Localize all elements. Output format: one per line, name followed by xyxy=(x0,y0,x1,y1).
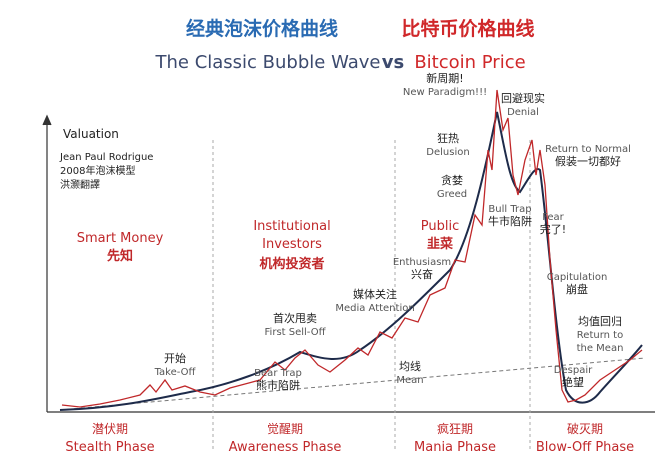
annotation: 兴奋 xyxy=(411,267,433,281)
annotation: Fear xyxy=(542,212,564,223)
investor-cn: 机构投资者 xyxy=(259,256,324,272)
annotation: 媒体关注 xyxy=(353,287,397,301)
investor-en: Institutional xyxy=(253,219,330,234)
phase-cn: 觉醒期 xyxy=(267,422,303,436)
annotation: 首次甩卖 xyxy=(273,311,317,325)
axis-label: Valuation xyxy=(63,127,119,141)
phase-dividers xyxy=(212,140,531,450)
phase-cn: 破灭期 xyxy=(567,421,603,436)
annotation: 狂热 xyxy=(437,132,459,145)
annotation: the Mean xyxy=(577,343,624,354)
annotation: 回避现实 xyxy=(501,91,545,105)
phase-en: Awareness Phase xyxy=(229,440,342,455)
credit: 2008年泡沫模型 xyxy=(60,164,135,177)
phase-en: Stealth Phase xyxy=(65,440,154,455)
investor-cn: 韭菜 xyxy=(427,236,453,252)
annotation: 崩盘 xyxy=(566,282,588,296)
annotation: 新周期! xyxy=(426,71,463,85)
investor-en: Investors xyxy=(262,237,322,252)
annotation: Greed xyxy=(437,189,467,200)
annotation: Bull Trap xyxy=(488,204,531,215)
annotation: 完了! xyxy=(540,222,566,236)
annotation: 熊市陷阱 xyxy=(256,378,300,392)
investor-en: Smart Money xyxy=(77,231,164,246)
phase-cn: 疯狂期 xyxy=(437,421,473,436)
credit: Jean Paul Rodrigue xyxy=(59,152,153,163)
annotation: Enthusiasm xyxy=(393,257,451,268)
investor-en: Public xyxy=(421,219,459,234)
annotation: Bear Trap xyxy=(254,368,302,379)
investor-cn: 先知 xyxy=(107,248,133,264)
title-cn-right: 比特币价格曲线 xyxy=(401,17,534,40)
annotation: First Sell-Off xyxy=(265,327,327,338)
annotation: 假装一切都好 xyxy=(555,154,621,168)
annotation: Return to xyxy=(577,330,623,341)
annotation: Capitulation xyxy=(547,272,608,283)
annotation: 贪婪 xyxy=(441,173,463,187)
annotation: 均线 xyxy=(399,359,421,373)
credit: 洪灏翻譯 xyxy=(60,178,100,191)
annotation: Denial xyxy=(507,107,539,118)
subtitle-vs: vs xyxy=(382,52,404,73)
annotation: Media Attention xyxy=(335,303,414,314)
bitcoin-curve xyxy=(61,89,643,408)
subtitle-right: Bitcoin Price xyxy=(414,52,525,73)
phase-cn: 潜伏期 xyxy=(92,422,128,436)
classic-curve xyxy=(59,111,643,411)
annotation: Take-Off xyxy=(154,367,197,378)
annotation: Mean xyxy=(396,375,423,386)
axes xyxy=(42,114,655,413)
annotation: Delusion xyxy=(426,147,469,158)
annotation: Return to Normal xyxy=(545,144,631,155)
subtitle-left: The Classic Bubble Wave xyxy=(155,52,381,73)
phase-en: Mania Phase xyxy=(414,440,496,455)
annotation: Despair xyxy=(554,365,593,376)
annotation: 均值回归 xyxy=(578,314,622,328)
annotation: 绝望 xyxy=(562,375,584,389)
title-cn-left: 经典泡沫价格曲线 xyxy=(186,17,338,40)
annotation: 牛市陷阱 xyxy=(488,214,532,228)
phase-en: Blow-Off Phase xyxy=(536,440,634,455)
annotation: New Paradigm!!! xyxy=(403,87,487,98)
annotation: 开始 xyxy=(164,351,186,365)
